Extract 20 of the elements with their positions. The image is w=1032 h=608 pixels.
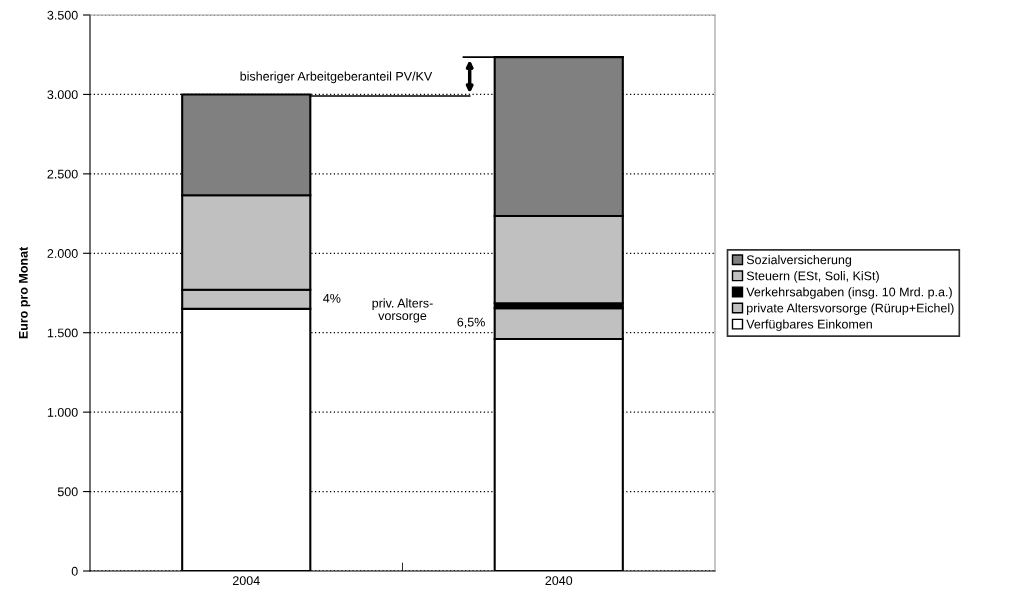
y-tick-label: 0 xyxy=(71,566,78,576)
annotation: 6,5% xyxy=(457,317,485,329)
annotation: priv. Alters- vorsorge xyxy=(372,298,433,323)
y-tick-label: 2.000 xyxy=(47,249,78,258)
y-tick-label: 500 xyxy=(57,487,78,497)
annotation: bisheriger Arbeitgeberanteil PV/KV xyxy=(240,71,433,84)
legend-label: Verfügbares Einkomen xyxy=(746,319,872,332)
legend-label: Sozialversicherung xyxy=(746,255,852,267)
x-tick-label: 2040 xyxy=(545,576,573,586)
y-axis-title: Euro pro Monat xyxy=(19,246,31,339)
x-tick-label: 2004 xyxy=(232,576,260,586)
legend-label: Steuern (ESt, Soli, KiSt) xyxy=(746,271,879,283)
y-tick-label: 3.500 xyxy=(47,10,78,20)
annotation: 4% xyxy=(323,293,341,303)
y-tick-label: 3.000 xyxy=(47,90,78,100)
y-tick-label: 1.500 xyxy=(47,328,78,338)
y-tick-label: 1.000 xyxy=(47,407,78,417)
legend-label: private Altersvorsorge (Rürup+Eichel) xyxy=(747,303,954,315)
legend-label: Verkehrsabgaben (insg. 10 Mrd. p.a.) xyxy=(746,287,952,299)
y-tick-label: 2.500 xyxy=(47,169,78,179)
